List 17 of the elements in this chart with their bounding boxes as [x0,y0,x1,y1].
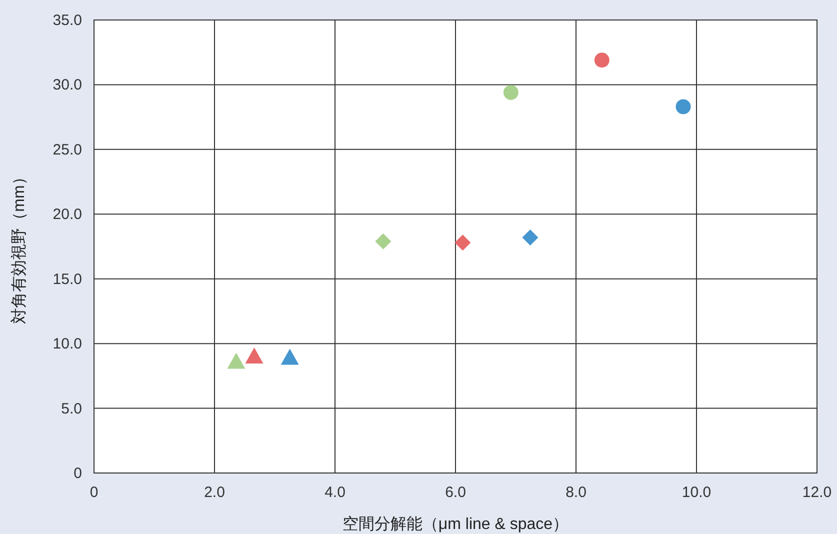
x-tick-label: 6.0 [445,484,466,501]
x-tick-label: 2.0 [204,484,225,501]
y-tick-label: 30.0 [52,76,82,94]
y-tick-label: 35.0 [52,12,82,29]
y-tick-label: 25.0 [52,141,82,158]
y-tick-label: 5.0 [61,400,82,418]
x-tick-label: 4.0 [324,484,346,501]
y-tick-label: 0 [74,465,82,482]
y-tick-label: 20.0 [52,206,82,224]
x-tick-label: 8.0 [566,484,586,501]
x-tick-label: 10.0 [682,484,712,501]
x-tick-label: 12.0 [802,484,832,501]
y-tick-label: 15.0 [52,270,82,288]
y-tick-label: 10.0 [52,336,82,353]
x-axis-title: 空間分解能（μm line & space） [342,515,569,533]
y-axis-title: 対角有効視野（mm） [10,169,28,324]
x-tick-label: 0 [90,484,98,501]
